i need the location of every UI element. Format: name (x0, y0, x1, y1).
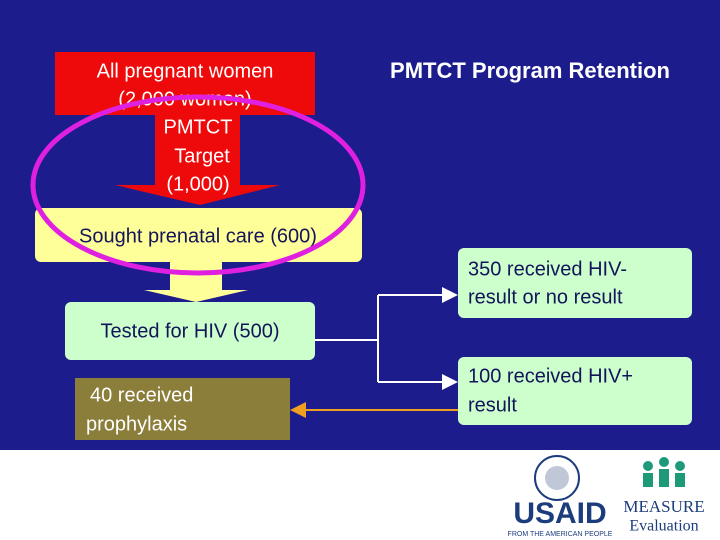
node-box (65, 302, 315, 360)
node-text: prophylaxis (86, 413, 187, 435)
node-box (75, 378, 290, 440)
node-text: 350 received HIV- (468, 258, 627, 280)
node-text: Tested for HIV (500) (101, 320, 280, 342)
node-text: result or no result (468, 286, 623, 308)
footer (0, 450, 720, 540)
measure-icon (643, 457, 685, 487)
node-box (35, 208, 362, 262)
logo-text: FROM THE AMERICAN PEOPLE (508, 531, 613, 538)
node-text: (1,000) (166, 173, 229, 195)
node-box (458, 357, 692, 425)
logo-text: USAID (513, 497, 606, 530)
node-text: result (468, 394, 517, 416)
node-text: All pregnant women (97, 60, 274, 82)
node-text: PMTCT (164, 116, 233, 138)
node-text: 40 received (90, 384, 193, 406)
target-arrow (55, 52, 315, 205)
node-text: 100 received HIV+ (468, 365, 633, 387)
logo-text: MEASURE (623, 497, 704, 516)
title: PMTCT Program Retention (390, 58, 670, 83)
usaid-seal (545, 466, 569, 490)
node-text: Target (174, 145, 230, 167)
highlight-ellipse (30, 94, 366, 276)
logo-text: Evaluation (629, 518, 698, 535)
node-text: Sought prenatal care (600) (79, 225, 317, 247)
node-box (458, 248, 692, 318)
